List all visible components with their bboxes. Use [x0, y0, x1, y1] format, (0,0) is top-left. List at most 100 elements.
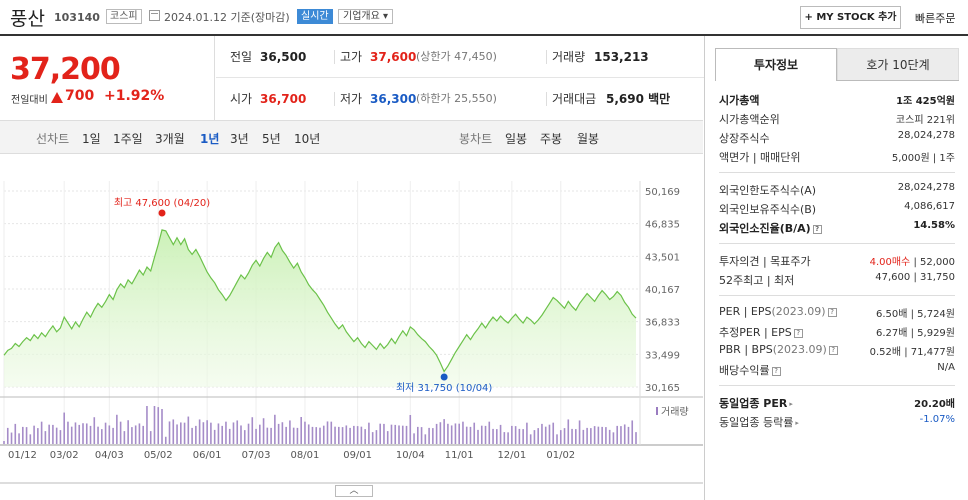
volume-bar [417, 426, 419, 444]
volume-bar [518, 428, 521, 444]
volume-bar [183, 422, 186, 444]
x-tick-label: 03/02 [50, 450, 79, 461]
volume-bar [413, 433, 415, 444]
volume-bar [10, 432, 13, 444]
price-panel: 37,200 전일대비 700 +1.92% [0, 36, 215, 120]
volume-bar [187, 416, 190, 444]
line-chart-label: 선차트 [36, 132, 70, 146]
volume-bar [198, 419, 201, 444]
volume-bar [262, 418, 265, 444]
sector-per-value: 20.20배 [914, 399, 955, 410]
volume-bar [424, 434, 427, 444]
amount-value: 5,690 백만 [606, 92, 671, 106]
tab-orderbook-10[interactable]: 호가 10단계 [837, 48, 959, 81]
quote-row: 시가 36,700 저가 36,300 (하한가 25,550) 거래대금 5,… [216, 78, 704, 120]
realtime-button[interactable]: 실시간 [297, 9, 333, 24]
period-3y[interactable]: 3년 [230, 132, 249, 146]
help-icon[interactable]: ? [827, 308, 837, 317]
volume-bar [559, 430, 562, 444]
volume-bar [240, 425, 242, 444]
volume-bar [522, 429, 524, 444]
volume-bar [620, 426, 622, 444]
volume-bar [243, 430, 246, 444]
foreign-hold-label: 외국인보유주식수(B) [719, 203, 817, 216]
volume-bar [544, 426, 547, 444]
candle-daily[interactable]: 일봉 [505, 132, 528, 146]
volume-bar [70, 426, 73, 444]
volume-bar [353, 425, 355, 444]
sector-rate-value: -1.07% [919, 414, 955, 425]
volume-bar [635, 432, 637, 444]
volume-bar [552, 422, 555, 444]
x-tick-label: 04/03 [95, 450, 124, 461]
volume-bar [356, 426, 359, 444]
volume-bar [533, 430, 536, 444]
tab-invest-info[interactable]: 투자정보 [715, 48, 837, 81]
price-chart[interactable]: 최고 47,600 (04/20) 최저 31,750 (10/04) 50,16… [0, 155, 703, 500]
period-3m[interactable]: 3개월 [155, 132, 185, 146]
period-1w[interactable]: 1주일 [113, 132, 143, 146]
section-divider [719, 243, 955, 244]
volume-bar [149, 431, 152, 444]
divider [334, 92, 335, 106]
quick-order-link[interactable]: 빠른주문 [915, 12, 956, 25]
add-mystock-button[interactable]: + MY STOCK 추가 [800, 6, 901, 29]
volume-value: 153,213 [594, 50, 649, 64]
volume-bar [405, 425, 408, 444]
info-tabs: 투자정보 호가 10단계 [715, 48, 959, 81]
volume-bar [514, 426, 517, 444]
period-1d[interactable]: 1일 [82, 132, 101, 146]
foreign-ratio-value: 14.58% [913, 220, 955, 231]
candle-weekly[interactable]: 주봉 [540, 132, 563, 146]
volume-bar [307, 424, 310, 444]
volume-bar [213, 429, 216, 444]
volume-bar [142, 425, 144, 444]
pbr-label: PBR | BPS(2023.09)? [719, 343, 838, 356]
quote-table: 전일 36,500 고가 37,600 (상한가 47,450) 거래량 153… [216, 36, 704, 120]
collapse-chart-button[interactable]: ︿ [335, 485, 373, 497]
high-marker [158, 209, 166, 217]
volume-bar [82, 423, 84, 444]
volume-bar [409, 415, 412, 444]
volume-bar [330, 421, 333, 444]
period-10y[interactable]: 10년 [294, 132, 321, 146]
volume-bar [78, 424, 81, 444]
volume-bar [225, 421, 227, 444]
help-icon[interactable]: ? [828, 346, 838, 355]
volume-bar [526, 422, 528, 444]
volume-bar [507, 432, 509, 444]
volume-bar [119, 421, 122, 444]
volume-bar [101, 429, 103, 444]
volume-bar [511, 425, 513, 444]
week52-value: 47,600 | 31,750 [875, 272, 955, 283]
help-icon[interactable]: ? [812, 225, 822, 234]
volume-bar [304, 421, 306, 444]
volume-bar [454, 423, 457, 444]
help-icon[interactable]: ? [771, 367, 781, 376]
volume-bar [296, 427, 299, 444]
volume-bar [435, 423, 438, 444]
sector-per-label[interactable]: 동일업종 PER ▸ [719, 397, 793, 410]
x-tick-label: 11/01 [445, 450, 474, 461]
volume-bar [22, 426, 24, 444]
volume-bar [394, 424, 397, 444]
volume-bar [612, 432, 615, 444]
stock-code: 103140 [54, 11, 100, 24]
sector-rate-label[interactable]: 동일업종 등락률 ▸ [719, 416, 799, 429]
corp-info-dropdown[interactable]: 기업개요 ▾ [338, 9, 393, 24]
volume-bar [210, 422, 212, 444]
candle-monthly[interactable]: 월봉 [577, 132, 600, 146]
per-value: 6.50배 | 5,724원 [875, 309, 955, 320]
volume-bar [153, 406, 156, 444]
help-icon[interactable]: ? [793, 329, 803, 338]
price-change: 700 [65, 88, 95, 104]
volume-bar [292, 427, 295, 444]
period-1y[interactable]: 1년 [200, 132, 220, 146]
volume-bar [582, 429, 585, 444]
y-tick-label: 43,501 [645, 252, 680, 263]
divider [546, 92, 547, 106]
period-5y[interactable]: 5년 [262, 132, 281, 146]
opinion-label: 투자의견 | 목표주가 [719, 255, 811, 268]
volume-bar [375, 430, 378, 444]
high-label: 고가 [340, 50, 363, 64]
